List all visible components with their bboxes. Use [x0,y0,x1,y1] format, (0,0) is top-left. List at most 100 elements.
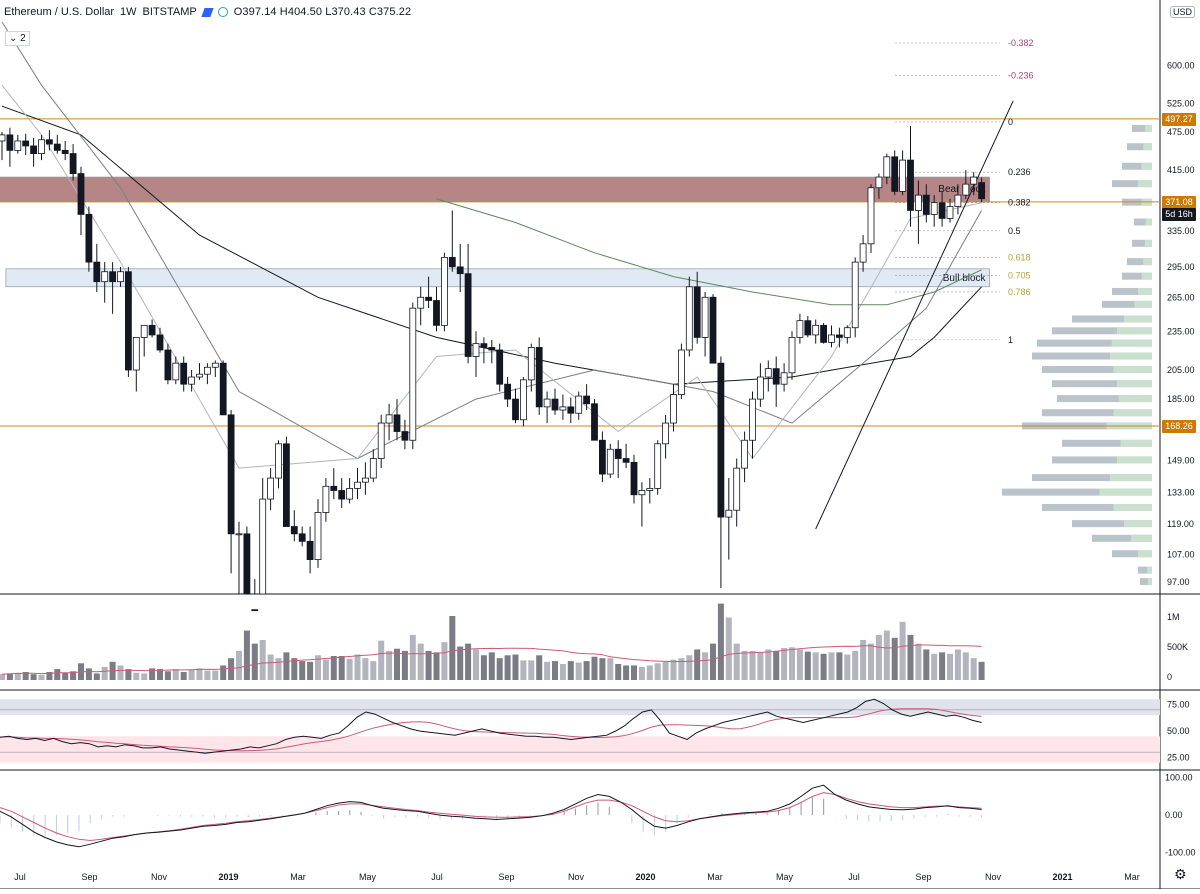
candle-body [701,296,709,338]
fib-level-label: 0.5 [1008,226,1021,236]
chart-header: Ethereum / U.S. Dollar 1W BITSTAMP O397.… [4,6,411,18]
candle-body [211,362,219,368]
volume-bar [631,665,637,680]
candle-body [504,383,512,400]
candle-body [417,296,425,309]
volume-bar [844,654,851,680]
candle-body [14,140,22,151]
candle-body [440,257,448,326]
fib-level-label: -0.382 [1008,38,1034,48]
candle-body [828,334,835,343]
price-tag: 5d 16h [1162,207,1196,221]
interval-label[interactable]: 1W [120,6,137,18]
zone-rect [0,176,990,202]
price-tick-label: 475.00 [1167,127,1195,137]
volume-bar [212,670,219,680]
volume-profile-bar [1032,474,1152,482]
candle-body [77,173,85,215]
volume-profile-bar-up [1141,272,1152,280]
candle-body [101,271,109,283]
volume-profile-bar [1062,439,1152,447]
volume-profile-bar [1032,352,1152,360]
volume-bar [283,652,290,680]
volume-profile-bar [1042,503,1152,511]
candle-body [891,156,899,192]
volume-bar [267,654,274,680]
volume-bar [180,672,187,680]
candle-body [614,448,622,459]
volume-profile-bar [1052,327,1152,335]
candle-body [930,202,938,215]
candle-body [125,271,132,371]
volume-bar [204,670,211,680]
volume-profile-bar-up [1117,327,1152,335]
price-tick-label: 119.00 [1167,519,1194,529]
candle-body [567,406,575,414]
candle-body [93,261,101,283]
volume-bar [54,669,61,680]
volume-bar [504,655,511,680]
price-tick-label: 335.00 [1167,226,1195,236]
volume-bar [425,650,432,680]
time-axis-label: Mar [1124,872,1140,882]
candle-body [314,512,322,561]
volume-bar [812,652,819,680]
fib-level-label: 0.618 [1008,252,1031,262]
symbol-title[interactable]: Ethereum / U.S. Dollar [4,6,115,18]
volume-bar [125,669,132,680]
volume-bar [30,674,37,680]
currency-label[interactable]: USD [1170,6,1196,18]
volume-bar [14,672,21,680]
volume-bar [394,648,400,680]
volume-bar [38,674,45,680]
volume-bar [196,668,203,680]
candle-body [717,362,725,518]
price-tick-label: 149.00 [1167,455,1195,465]
volume-bar [164,671,171,680]
volume-profile-bar-up [1118,395,1152,403]
volume-profile-bar [1138,566,1152,574]
candle-body [725,509,733,518]
rsi-tick-label: 50.00 [1167,726,1190,736]
volume-profile-bar-up [1099,488,1152,496]
macd-tick-label: -100.00 [1165,847,1196,857]
volume-profile-bar-up [1113,409,1152,417]
candle-body [164,349,172,381]
moving-average-line [1,21,983,460]
candle-body [298,533,306,542]
macd-tick-label: 0.00 [1165,810,1183,820]
collapse-indicators-button[interactable]: ⌄ 2 [5,31,30,46]
volume-bar [686,655,693,680]
fib-level-label: 0.382 [1008,198,1031,208]
volume-bar [62,672,69,680]
volume-bar [251,643,258,680]
volume-bar [733,643,740,680]
volume-bar [678,658,685,680]
candle-body [235,533,243,536]
zone-rect [5,268,990,288]
volume-profile-bar [1122,272,1152,280]
volume-bar [417,643,424,680]
candle-body [425,296,433,301]
gear-icon[interactable]: ⚙ [1174,866,1187,882]
candle-body [685,286,693,351]
candle-body [867,187,875,245]
volume-profile-bar [1092,534,1152,542]
volume-profile-bar [1127,258,1152,266]
volume-bar [860,640,867,680]
volume-profile-bar-up [1141,162,1152,170]
candle-body [764,368,772,378]
candle-body [488,347,496,351]
flag-icon[interactable] [201,7,214,17]
candle-body [970,176,978,185]
volume-bar [370,661,377,680]
volume-bar [583,661,590,680]
volume-profile-bar [1037,339,1152,347]
volume-bar [899,621,906,680]
candle-body [117,271,124,283]
fib-level-label: 0.786 [1008,287,1031,297]
candle-body [946,206,954,219]
volume-bar [575,662,582,680]
candle-body [38,139,45,154]
